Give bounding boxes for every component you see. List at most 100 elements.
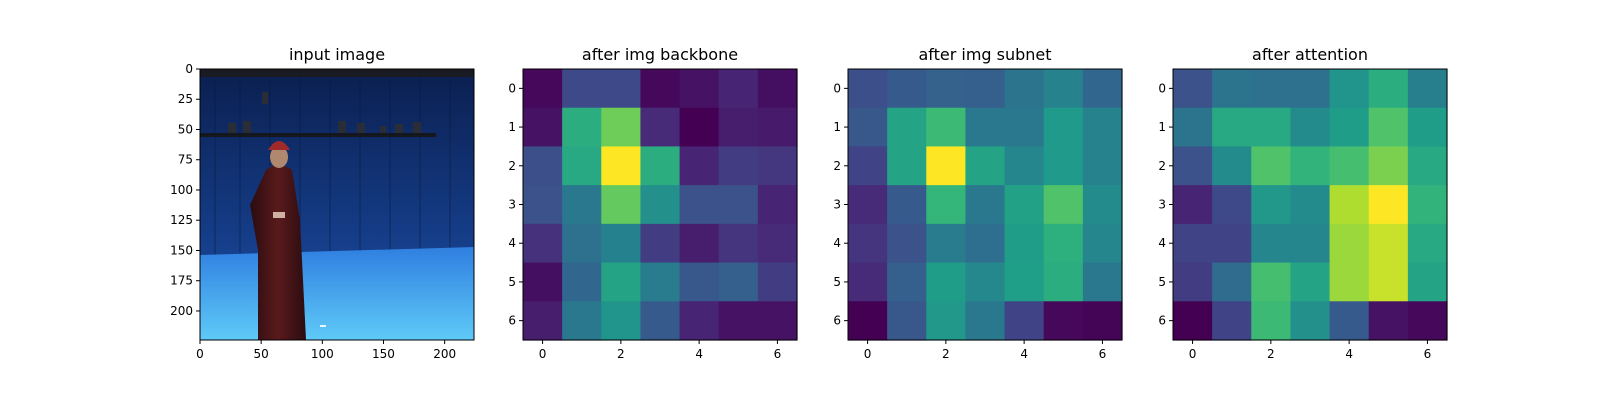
heatmap-cell [1329, 223, 1370, 264]
heatmap-cell [887, 69, 927, 109]
y-tick-label: 6 [508, 314, 516, 328]
heatmap-cell [1043, 107, 1084, 148]
y-tick-label: 6 [833, 314, 841, 328]
heatmap-cell [601, 301, 642, 341]
panel-title: after attention [1252, 45, 1368, 64]
heatmap-cell [926, 223, 967, 264]
x-tick-label: 150 [372, 347, 395, 361]
heatmap-cell [1290, 262, 1331, 302]
heatmap-cell [1290, 185, 1331, 225]
heatmap-cells [523, 69, 798, 341]
heatmap-cell [1173, 262, 1213, 302]
y-tick-label: 150 [170, 243, 193, 257]
heatmap-cell [1251, 301, 1292, 341]
heatmap-cell [718, 223, 759, 264]
heatmap-cell [1004, 262, 1045, 302]
heatmap-cell [1173, 146, 1213, 186]
heatmap-cell [1251, 146, 1292, 186]
heatmap-cell [1290, 146, 1331, 186]
heatmap-cell [1082, 262, 1123, 302]
y-tick-label: 4 [833, 236, 841, 250]
x-tick-label: 6 [1099, 347, 1107, 361]
heatmap-cell [562, 69, 602, 109]
panel-title: after img backbone [582, 45, 738, 64]
heatmap-cell [848, 146, 888, 186]
heatmap-cell [1290, 223, 1331, 264]
heatmap-cell [1407, 146, 1448, 186]
y-tick-label: 75 [178, 153, 193, 167]
heatmap-cell [523, 301, 563, 341]
heatmap-cell [1082, 107, 1123, 148]
y-tick-label: 175 [170, 274, 193, 288]
heatmap-cell [926, 185, 967, 225]
heatmap-cell [679, 146, 720, 186]
heatmap-cell [848, 262, 888, 302]
heatmap-cell [1173, 69, 1213, 109]
camera-rig-bar [200, 133, 436, 137]
heatmap-cell [1004, 69, 1045, 109]
heatmap-cell [679, 107, 720, 148]
heatmap-cell [926, 107, 967, 148]
y-tick-label: 0 [1158, 81, 1166, 95]
heatmap-cell [523, 185, 563, 225]
heatmap-cell [1368, 301, 1409, 341]
heatmap-cell [1004, 146, 1045, 186]
y-tick-label: 0 [508, 81, 516, 95]
heatmap-cell [848, 301, 888, 341]
curtain-folds [214, 69, 451, 255]
ceiling-truss [200, 69, 474, 77]
studio-wall [200, 69, 474, 255]
heatmap-cell [562, 146, 602, 186]
x-tick-label: 0 [1189, 347, 1197, 361]
mocap-cameras [228, 92, 421, 133]
heatmap-cell [523, 262, 563, 302]
heatmap-cell [1043, 262, 1084, 302]
axes-ticks: 0 2 4 6 0 1 2 3 4 5 6 [1158, 81, 1431, 361]
x-tick-label: 0 [539, 347, 547, 361]
panel-after-img-subnet: after img subnet 0 2 4 6 0 1 2 3 4 5 6 [833, 45, 1123, 361]
heatmap-cell [1407, 69, 1448, 109]
heatmap-cell [1082, 223, 1123, 264]
heatmap-cell [1004, 185, 1045, 225]
x-tick-label: 2 [942, 347, 950, 361]
heatmap-cell [523, 223, 563, 264]
axes-ticks: 0 2 4 6 0 1 2 3 4 5 6 [833, 81, 1106, 361]
heatmap-cell [1290, 69, 1331, 109]
y-tick-label: 50 [178, 122, 193, 136]
heatmap-cell [1082, 69, 1123, 109]
heatmap-cell [848, 69, 888, 109]
heatmap-cell [965, 223, 1006, 264]
panel-after-attention: after attention 0 2 4 6 0 1 2 3 4 5 6 [1158, 45, 1448, 361]
heatmap-cell [718, 69, 759, 109]
heatmap-cell [926, 262, 967, 302]
heatmap-cell [1368, 69, 1409, 109]
heatmap-cell [601, 146, 642, 186]
heatmap-cell [757, 146, 798, 186]
x-tick-label: 2 [1267, 347, 1275, 361]
heatmap-cell [1082, 185, 1123, 225]
heatmap-cell [848, 223, 888, 264]
heatmap-cell [562, 185, 602, 225]
panel-title: input image [289, 45, 385, 64]
y-tick-label: 4 [508, 236, 516, 250]
heatmap-cell [1004, 107, 1045, 148]
x-tick-label: 0 [196, 347, 204, 361]
y-tick-label: 2 [1158, 159, 1166, 173]
x-tick-label: 50 [254, 347, 269, 361]
heatmap-cell [887, 223, 927, 264]
heatmap-cell [562, 301, 602, 341]
heatmap-cell [1082, 146, 1123, 186]
y-tick-label: 3 [1158, 198, 1166, 212]
y-tick-label: 0 [185, 62, 193, 76]
heatmap-cell [1290, 107, 1331, 148]
x-tick-label: 4 [1345, 347, 1353, 361]
heatmap-cell [523, 107, 563, 148]
heatmap-cell [848, 107, 888, 148]
heatmap-cell [848, 185, 888, 225]
heatmap-cell [1173, 223, 1213, 264]
y-tick-label: 2 [833, 159, 841, 173]
y-tick-label: 1 [1158, 120, 1166, 134]
heatmap-cell [1329, 262, 1370, 302]
y-tick-label: 25 [178, 92, 193, 106]
heatmap-cell [679, 262, 720, 302]
